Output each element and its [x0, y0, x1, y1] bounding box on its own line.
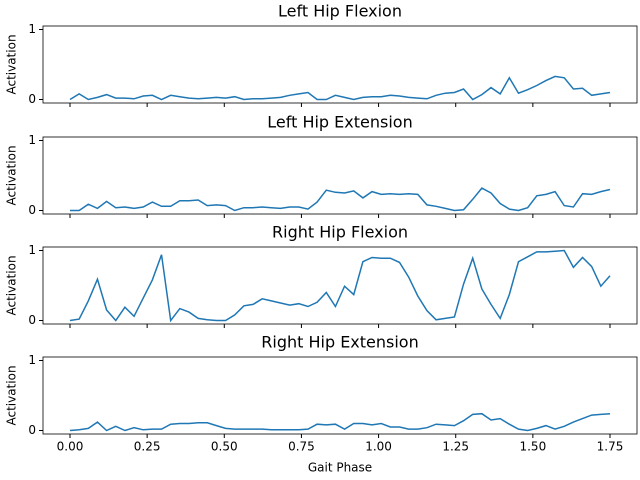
x-tick-label: 0.00: [57, 440, 84, 454]
axes-frame: [42, 246, 638, 325]
x-tick-label: 0.75: [288, 440, 315, 454]
axes-frame: [42, 136, 638, 215]
y-tick-label: 0: [28, 423, 36, 437]
data-line: [70, 187, 611, 212]
y-tick-label: 1: [28, 353, 36, 367]
y-tick-label: 1: [28, 133, 36, 147]
y-axis-label: Activation: [5, 255, 19, 315]
x-tick-label: 1.75: [597, 440, 624, 454]
x-tick-label: 0.50: [211, 440, 238, 454]
y-tick-label: 0: [28, 92, 36, 106]
y-tick-label: 0: [28, 203, 36, 217]
x-tick-label: 0.25: [134, 440, 161, 454]
x-tick-label: 1.50: [519, 440, 546, 454]
axes-frame: [42, 25, 638, 104]
x-tick-label: 1.25: [442, 440, 469, 454]
axes-frame: [42, 356, 638, 435]
subplot-title: Right Hip Extension: [261, 333, 418, 352]
subplot-title: Left Hip Flexion: [278, 2, 402, 21]
y-tick-label: 1: [28, 22, 36, 36]
subplot-title: Left Hip Extension: [267, 113, 412, 132]
data-line: [69, 249, 611, 323]
y-tick-label: 0: [28, 313, 36, 327]
y-tick-label: 1: [28, 243, 36, 257]
y-axis-label: Activation: [5, 145, 19, 205]
y-axis-label: Activation: [5, 365, 19, 425]
y-axis-label: Activation: [5, 34, 19, 94]
x-axis-label: Gait Phase: [308, 461, 372, 475]
subplot-title: Right Hip Flexion: [272, 223, 408, 242]
x-tick-label: 1.00: [365, 440, 392, 454]
data-line: [69, 75, 611, 101]
data-line: [69, 412, 611, 432]
